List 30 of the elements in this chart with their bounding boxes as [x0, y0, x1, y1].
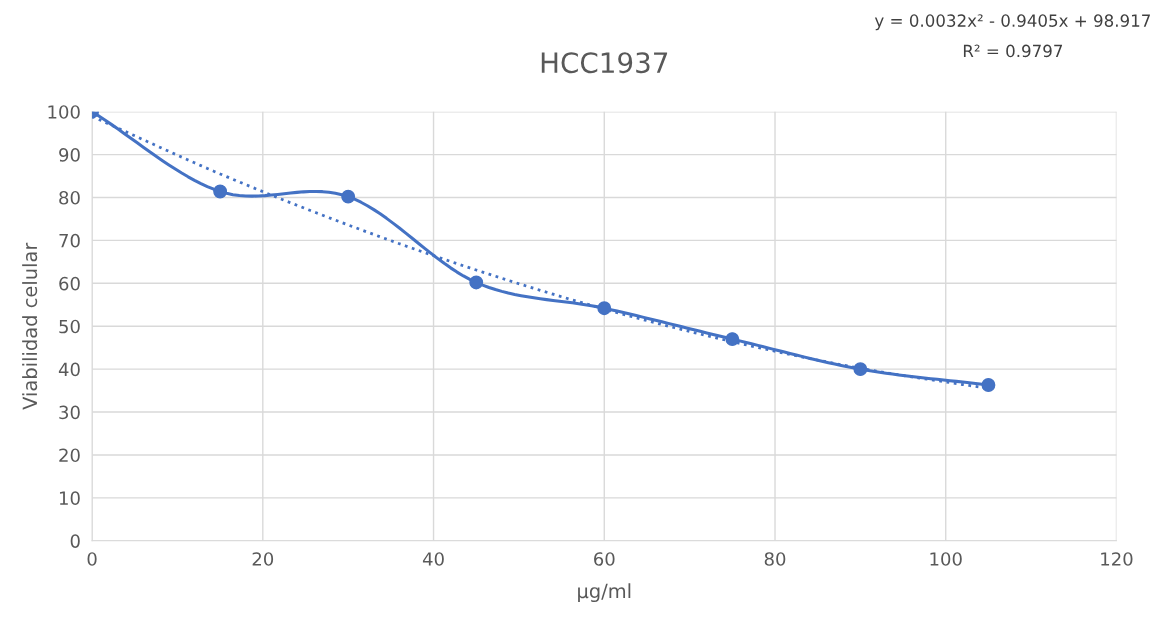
point	[725, 332, 740, 347]
y-tick-label: 60	[59, 276, 80, 291]
y-tick-label: 100	[48, 105, 80, 119]
x-tick-label: 100	[930, 552, 962, 566]
y-tick-label: 10	[59, 491, 80, 505]
point	[469, 275, 484, 290]
text: R² = 0.9797	[963, 44, 1063, 58]
point	[213, 184, 228, 199]
x-tick-label: 60	[594, 552, 615, 566]
y-tick-label: 0	[70, 534, 80, 548]
y-axis-title: Viabilidad celular	[22, 242, 38, 410]
y-tick-label: 80	[59, 190, 80, 205]
chart-title: HCC1937	[541, 52, 668, 74]
y-tick-label: 90	[59, 148, 80, 162]
x-tick-label: 40	[422, 552, 444, 566]
x-tick-label: 120	[1101, 552, 1133, 566]
y-tick-label: 30	[59, 405, 80, 420]
point	[853, 362, 868, 377]
x-tick-label: 20	[252, 552, 274, 566]
point	[981, 378, 996, 392]
x-tick-label: 80	[764, 552, 786, 566]
y-tick-label: 70	[59, 233, 80, 248]
y-tick-label: 20	[59, 448, 80, 463]
x-tick-label: 0	[87, 552, 97, 566]
x-axis-title: µg/ml	[578, 583, 631, 603]
point	[341, 189, 356, 204]
y-tick-label: 40	[58, 362, 80, 377]
y-tick-label: 50	[59, 319, 80, 334]
point	[597, 301, 612, 316]
text: y = 0.0032x² - 0.9405x + 98.917	[874, 14, 1150, 31]
